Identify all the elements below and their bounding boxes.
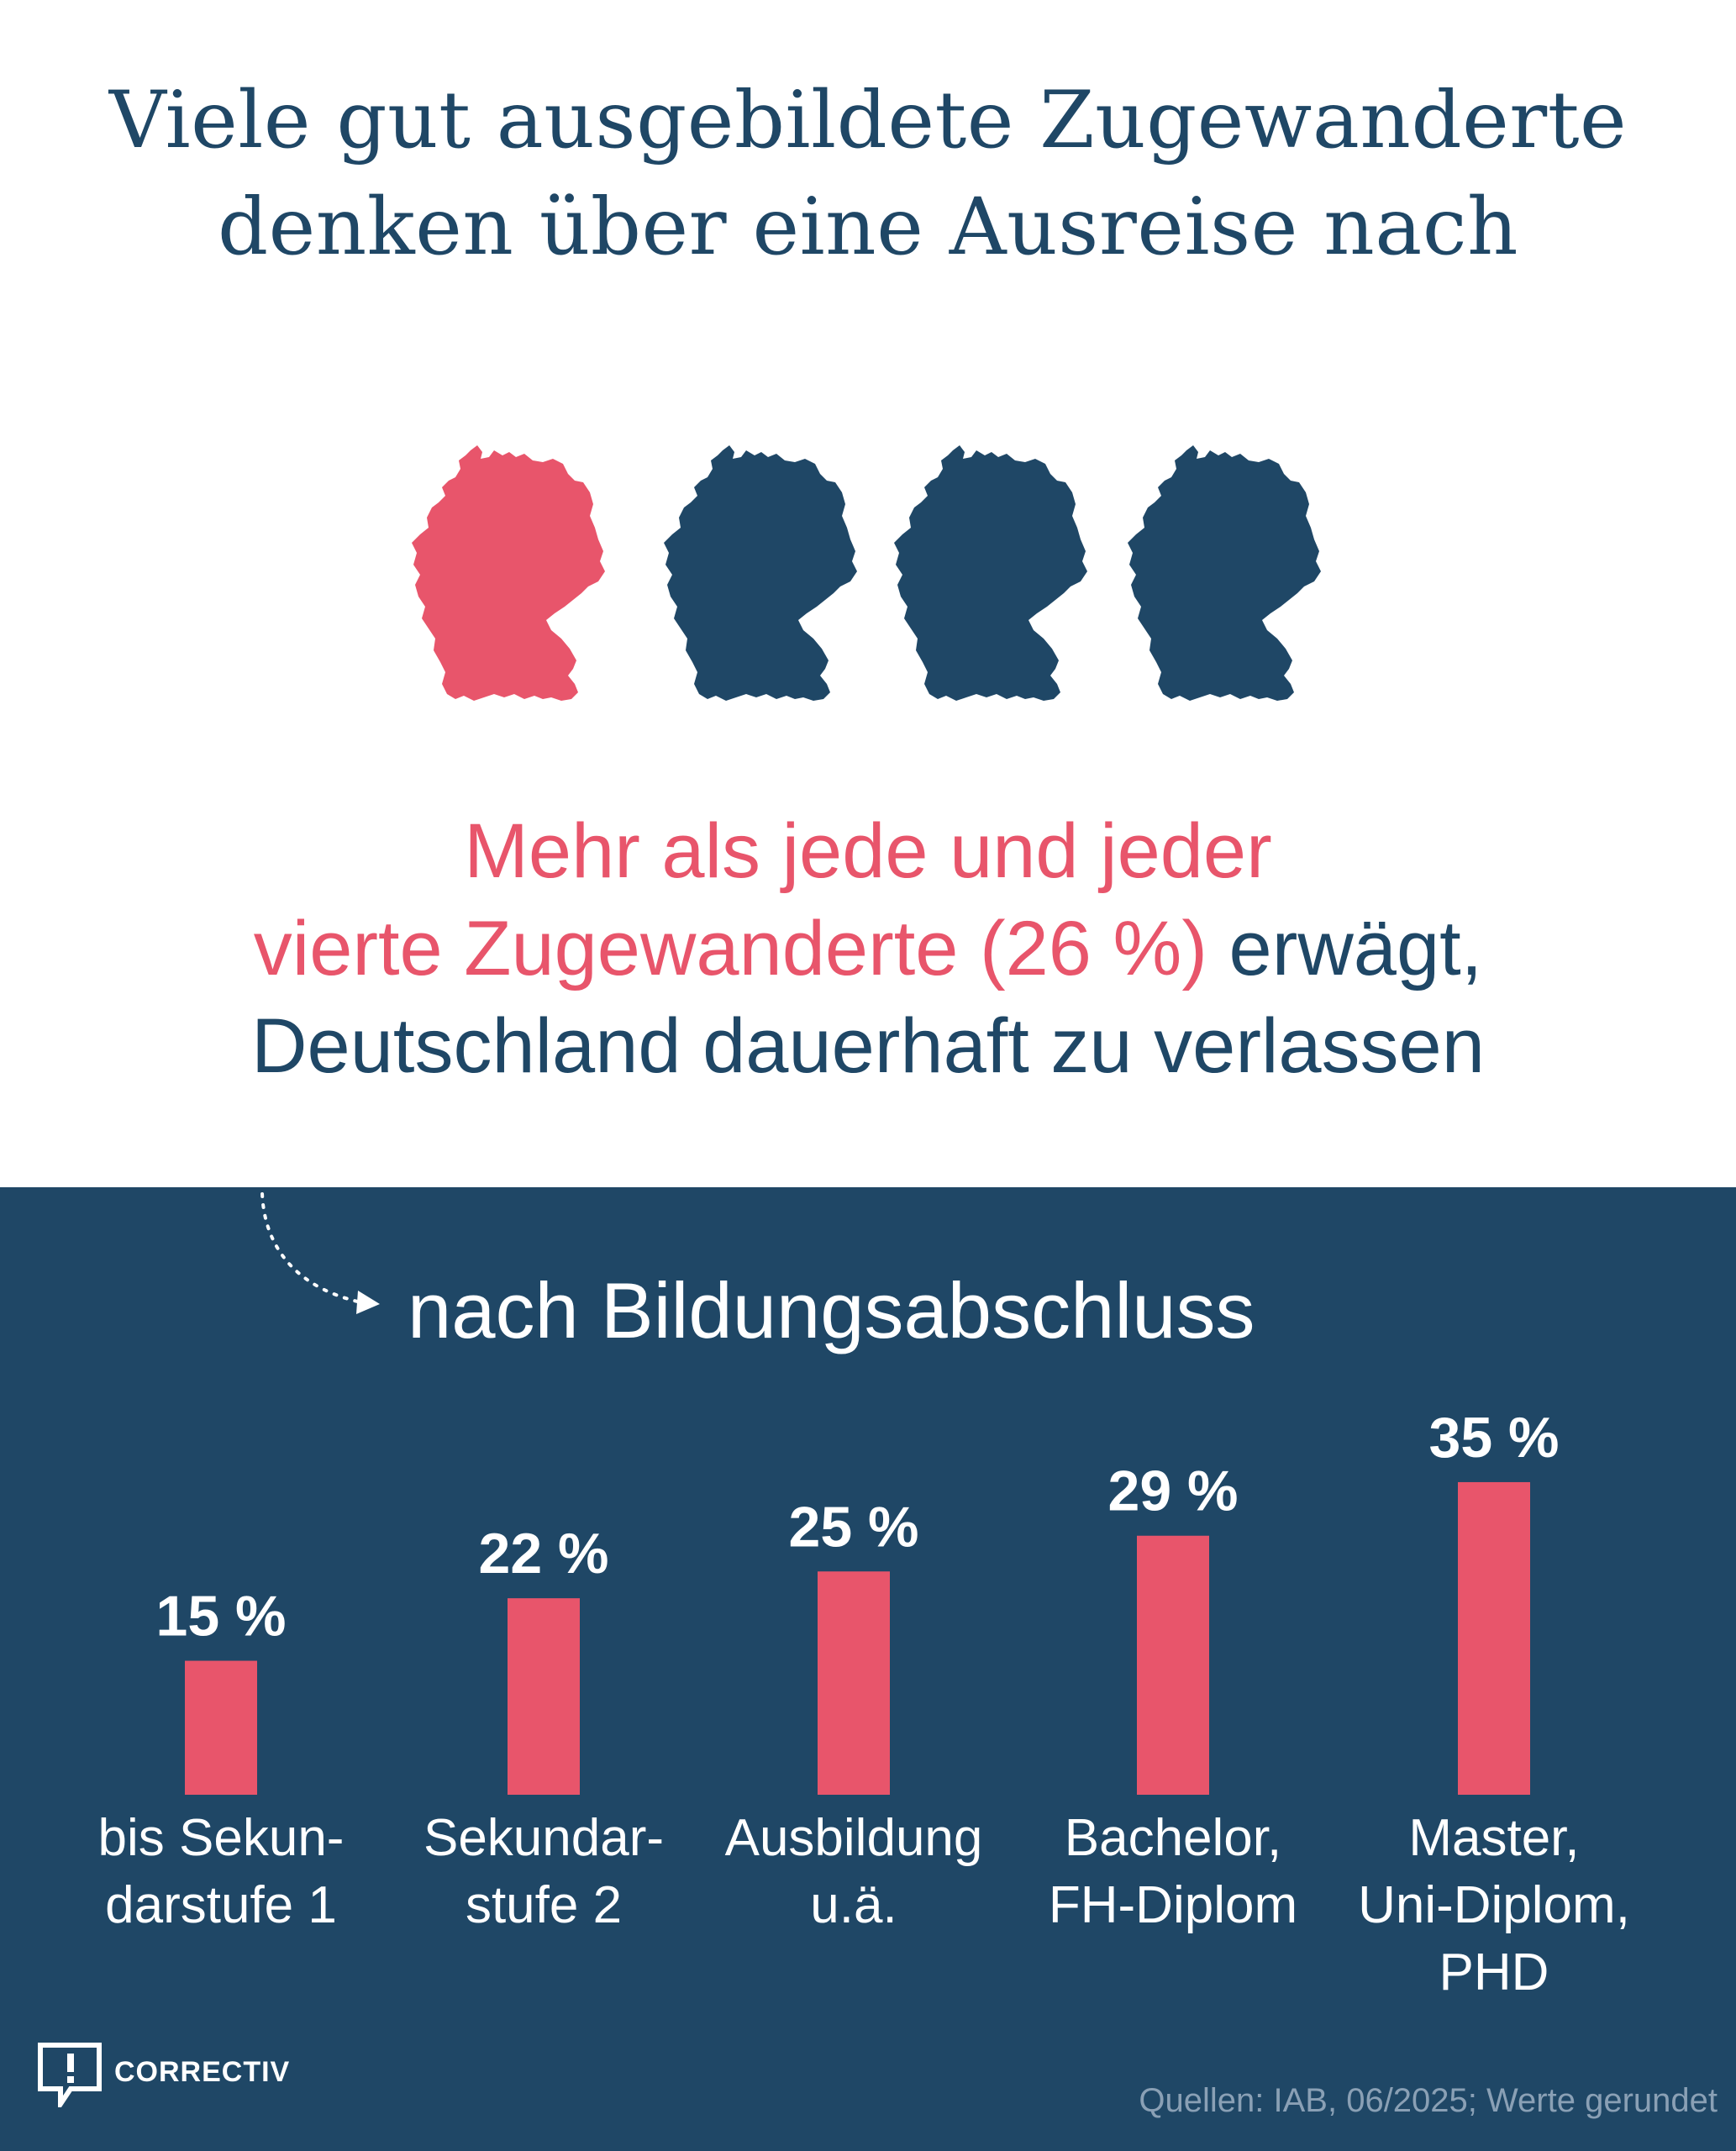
category-labels: bis Sekun-darstufe 1 Sekundar-stufe 2 Ausb… — [0, 1805, 1736, 2006]
bar-3 — [818, 1571, 890, 1795]
category-label-line: bis Sekun- — [97, 1809, 345, 1867]
germany-map-icon — [894, 445, 1087, 701]
category-label-1: bis Sekun-darstufe 1 — [82, 1805, 360, 1939]
data-label-4: 29 % — [1108, 1459, 1239, 1523]
category-label-line: u.ä. — [810, 1876, 897, 1934]
data-label-1: 15 % — [156, 1585, 287, 1649]
germany-maps — [412, 445, 1321, 701]
logo-text: CORRECTIV — [114, 2056, 291, 2088]
bar-5 — [1458, 1481, 1530, 1795]
headline-line-2: vierte Zugewanderte (26 %) erwägt, — [0, 900, 1736, 997]
category-label-4: Bachelor, FH-Diplom — [1034, 1805, 1312, 1939]
headline-line-3: Deutschland dauerhaft zu verlassen — [251, 1003, 1485, 1089]
bar-4 — [1137, 1535, 1209, 1795]
bar-2 — [508, 1598, 580, 1795]
headline-rest: erwägt, — [1207, 906, 1483, 991]
source-note: Quellen: IAB, 06/2025; Werte gerundet — [1139, 2082, 1718, 2119]
headline: Mehr als jede und jeder vierte Zugewande… — [0, 802, 1736, 1095]
page-title: Viele gut ausgebildete Zugewanderte denk… — [0, 67, 1736, 281]
category-label-2: Sekundar-stufe 2 — [405, 1805, 682, 1939]
data-label-3: 25 % — [789, 1495, 919, 1559]
category-label-line: stufe 2 — [465, 1876, 623, 1934]
category-label-line: Uni-Diplom, — [1358, 1876, 1630, 1934]
headline-accent: vierte Zugewanderte (26 %) — [253, 906, 1207, 991]
chart-subtitle: nach Bildungsabschluss — [408, 1266, 1255, 1354]
category-label-line: Master, — [1408, 1809, 1580, 1867]
category-label-3: Ausbildung u.ä. — [715, 1805, 992, 1939]
bar-1 — [185, 1660, 257, 1795]
category-label-line: Bachelor, — [1064, 1809, 1282, 1867]
headline-line-1: Mehr als jede und jeder — [464, 808, 1272, 894]
bar-chart: 15 % 22 % 25 % 29 % 35 % — [156, 1406, 1560, 1795]
correctiv-logo-icon — [38, 2043, 102, 2107]
data-label-5: 35 % — [1429, 1406, 1560, 1470]
category-label-line: FH-Diplom — [1048, 1876, 1298, 1934]
data-label-2: 22 % — [479, 1522, 609, 1586]
category-label-5: Master, Uni-Diplom, PHD — [1355, 1805, 1633, 2006]
germany-map-icon — [412, 445, 605, 701]
category-label-line: darstufe 1 — [105, 1876, 337, 1934]
title-line-2: denken über eine Ausreise nach — [217, 181, 1519, 273]
germany-map-icon — [1128, 445, 1321, 701]
title-line-1: Viele gut ausgebildete Zugewanderte — [108, 75, 1628, 166]
category-label-line: PHD — [1439, 1943, 1549, 2001]
germany-map-icon — [664, 445, 857, 701]
category-label-line: Ausbildung — [724, 1809, 983, 1867]
dotted-arrow-icon — [260, 1181, 380, 1314]
category-label-line: Sekundar- — [423, 1809, 665, 1867]
